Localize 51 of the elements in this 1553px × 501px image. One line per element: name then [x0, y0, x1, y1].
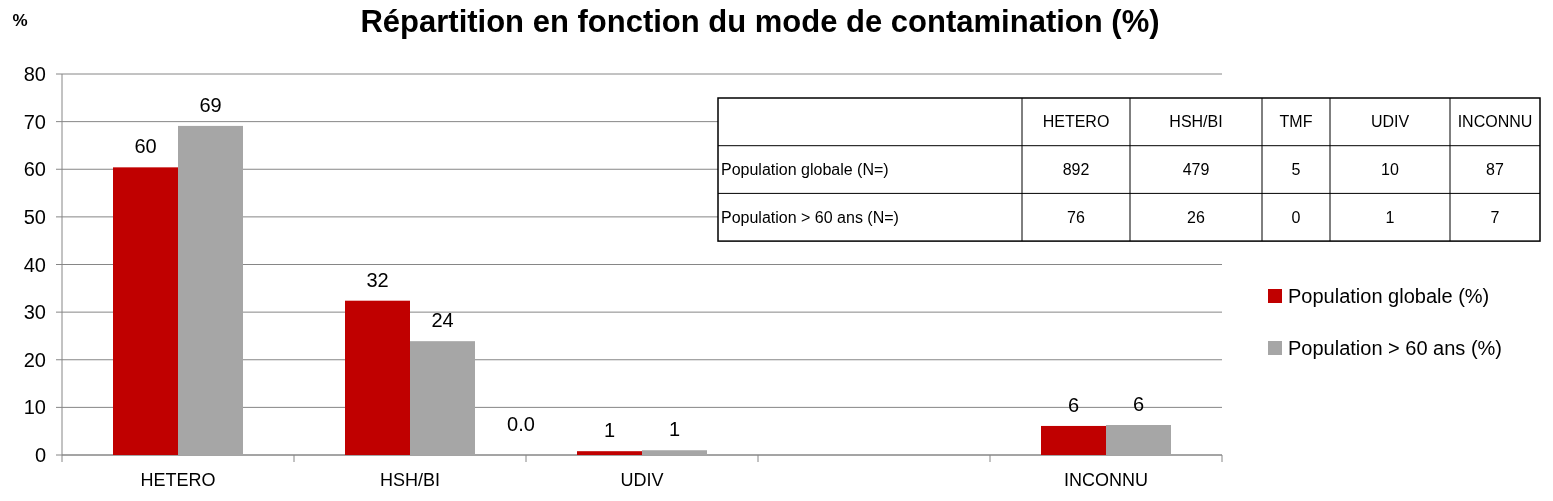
data-label: 1	[603, 419, 616, 442]
text: 26	[1187, 208, 1205, 226]
text: 479	[1182, 161, 1210, 179]
legend-label: Population > 60 ans (%)	[1288, 337, 1503, 359]
bar	[410, 341, 475, 455]
x-tick-label: UDIV	[620, 470, 664, 490]
bar	[178, 125, 243, 455]
category-label: Population > 60 ans (N=)	[721, 208, 899, 226]
text: 892	[1062, 161, 1090, 179]
y-tick-label: 60	[23, 158, 46, 181]
y-tick-label: 30	[23, 301, 46, 324]
bar	[113, 167, 178, 455]
chart-title: Répartition en fonction du mode de contamination (%)	[360, 4, 1160, 39]
category-label: TMF	[1279, 113, 1313, 131]
y-tick-label: 0	[34, 444, 46, 466]
data-label: 60	[134, 135, 157, 158]
data-label: 6	[1067, 393, 1080, 416]
bar	[1041, 425, 1106, 455]
x-tick-label: INCONNU	[1064, 470, 1148, 490]
annotation: 0.0	[507, 413, 535, 435]
y-tick-label: 80	[23, 63, 46, 85]
bar	[345, 300, 410, 455]
legend-label: Population globale (%)	[1288, 285, 1490, 307]
text: 10	[1381, 161, 1399, 179]
category-label: HETERO	[1042, 113, 1110, 131]
text: 76	[1067, 208, 1085, 226]
data-label: 69	[199, 93, 222, 116]
x-tick-label: HETERO	[140, 470, 216, 490]
text: 87	[1486, 161, 1504, 179]
bar	[577, 451, 642, 455]
text: 0	[1291, 208, 1301, 226]
category-label: HSH/BI	[1169, 113, 1223, 131]
data-label: 6	[1132, 393, 1145, 415]
text: 7	[1490, 208, 1500, 226]
x-tick-label: HSH/BI	[379, 470, 441, 490]
data-label: 24	[431, 309, 454, 332]
category-label: UDIV	[1370, 113, 1410, 131]
y-tick-label: 10	[23, 396, 46, 419]
y-tick-label: 50	[23, 205, 46, 228]
bar	[1106, 425, 1171, 455]
data-label: 1	[668, 418, 681, 441]
bar	[642, 450, 707, 455]
y-tick-label: 70	[23, 110, 46, 133]
category-label: INCONNU	[1457, 113, 1533, 131]
y-tick-label: 40	[23, 253, 46, 276]
text: 1	[1385, 208, 1395, 226]
category-label: Population globale (N=)	[721, 161, 889, 179]
y-tick-label: 20	[23, 348, 46, 371]
data-label: 32	[366, 268, 389, 291]
text: 5	[1291, 161, 1301, 179]
y-axis-title: %	[12, 11, 28, 30]
